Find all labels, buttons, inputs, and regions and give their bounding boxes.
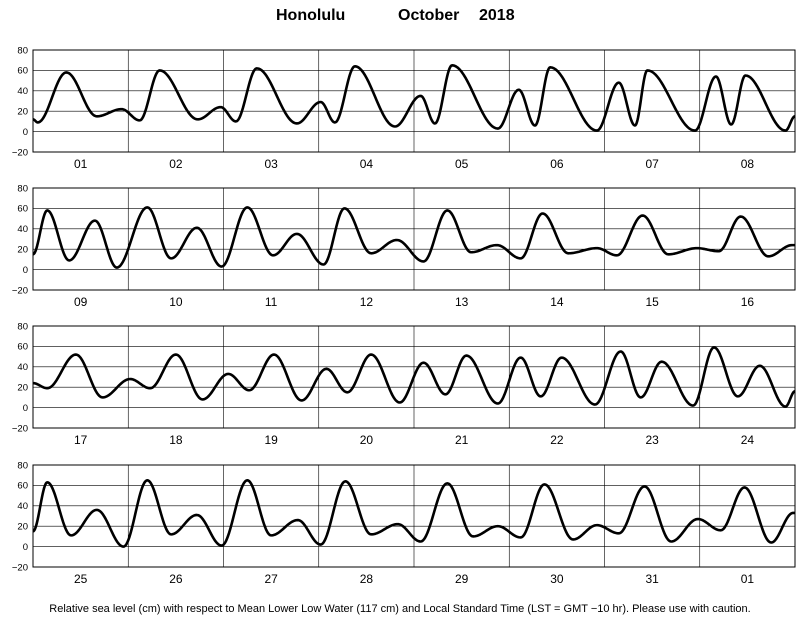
y-tick-label: 20 bbox=[17, 245, 28, 256]
y-tick-label: −20 bbox=[12, 285, 28, 296]
tide-curve bbox=[33, 64, 795, 132]
day-label: 14 bbox=[550, 295, 564, 309]
day-label: 24 bbox=[741, 433, 755, 447]
day-label: 16 bbox=[741, 295, 755, 309]
day-label: 13 bbox=[455, 295, 469, 309]
day-label: 29 bbox=[455, 572, 469, 586]
day-label: 27 bbox=[264, 572, 278, 586]
y-tick-label: 0 bbox=[23, 265, 28, 276]
day-label: 15 bbox=[645, 295, 659, 309]
day-label: 26 bbox=[169, 572, 183, 586]
day-label: 23 bbox=[645, 433, 659, 447]
day-label: 03 bbox=[264, 157, 278, 171]
y-tick-label: 0 bbox=[23, 127, 28, 138]
panel-frame bbox=[32, 187, 796, 291]
day-label: 02 bbox=[169, 157, 183, 171]
day-label: 08 bbox=[741, 157, 755, 171]
day-label: 21 bbox=[455, 433, 469, 447]
y-tick-label: 80 bbox=[17, 321, 28, 332]
day-label: 11 bbox=[265, 295, 278, 309]
day-label: 06 bbox=[550, 157, 564, 171]
panels: 80 60 40 20 0 −20 01 02 03 04 05 06 07 08 80 60 40 20 0 −20… bbox=[12, 45, 796, 586]
y-tick-label: −20 bbox=[12, 423, 28, 434]
y-tick-label: 20 bbox=[17, 107, 28, 118]
tide-curve bbox=[33, 206, 795, 269]
panel-2: 80 60 40 20 0 −20 09 10 11 12 13 14 15 16 bbox=[12, 183, 796, 309]
day-label: 28 bbox=[360, 572, 374, 586]
tide-curve bbox=[33, 479, 795, 548]
day-label: 04 bbox=[360, 157, 374, 171]
day-label: 22 bbox=[550, 433, 564, 447]
day-label: 05 bbox=[455, 157, 469, 171]
panel-frame bbox=[32, 49, 796, 153]
day-label: 31 bbox=[645, 572, 659, 586]
day-label: 12 bbox=[360, 295, 374, 309]
y-tick-label: 40 bbox=[17, 501, 28, 512]
y-tick-label: 40 bbox=[17, 224, 28, 235]
day-label: 10 bbox=[169, 295, 183, 309]
y-tick-label: 20 bbox=[17, 522, 28, 533]
y-tick-label: 60 bbox=[17, 66, 28, 77]
chart-title-month: October bbox=[398, 7, 459, 24]
tide-curve bbox=[33, 346, 795, 408]
y-tick-label: 60 bbox=[17, 342, 28, 353]
y-tick-label: 40 bbox=[17, 362, 28, 373]
y-tick-label: 80 bbox=[17, 460, 28, 471]
y-tick-label: 60 bbox=[17, 204, 28, 215]
day-label: 07 bbox=[645, 157, 659, 171]
y-tick-label: 60 bbox=[17, 481, 28, 492]
day-label: 20 bbox=[360, 433, 374, 447]
panel-3: 80 60 40 20 0 −20 17 18 19 20 21 22 23 24 bbox=[12, 321, 796, 447]
day-label: 01 bbox=[741, 572, 755, 586]
chart-caption: Relative sea level (cm) with respect to … bbox=[49, 603, 750, 615]
y-tick-label: 20 bbox=[17, 383, 28, 394]
day-label: 01 bbox=[74, 157, 88, 171]
day-label: 25 bbox=[74, 572, 88, 586]
panel-4: 80 60 40 20 0 −20 25 26 27 28 29 30 31 01 bbox=[12, 460, 796, 586]
y-tick-label: 0 bbox=[23, 403, 28, 414]
chart-title-location: Honolulu bbox=[276, 7, 345, 24]
y-tick-label: −20 bbox=[12, 562, 28, 573]
y-tick-label: 40 bbox=[17, 86, 28, 97]
day-label: 17 bbox=[74, 433, 88, 447]
day-label: 09 bbox=[74, 295, 88, 309]
panel-frame bbox=[32, 325, 796, 429]
panel-1: 80 60 40 20 0 −20 01 02 03 04 05 06 07 08 bbox=[12, 45, 796, 171]
y-tick-label: 80 bbox=[17, 45, 28, 56]
day-label: 18 bbox=[169, 433, 183, 447]
y-tick-label: −20 bbox=[12, 147, 28, 158]
panel-frame bbox=[32, 464, 796, 568]
y-tick-label: 0 bbox=[23, 542, 28, 553]
day-label: 19 bbox=[264, 433, 278, 447]
chart-title-year: 2018 bbox=[479, 7, 515, 24]
day-label: 30 bbox=[550, 572, 564, 586]
y-tick-label: 80 bbox=[17, 183, 28, 194]
